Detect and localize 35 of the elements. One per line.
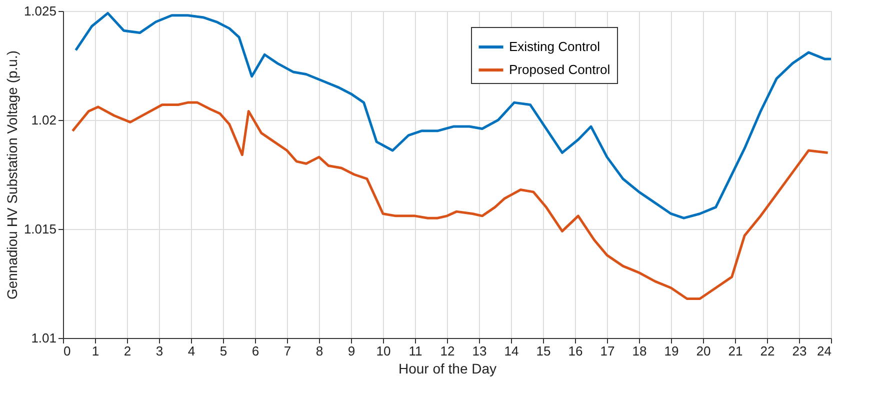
- y-tick-label: 1.02: [31, 112, 56, 128]
- x-tick-label: 21: [728, 344, 743, 358]
- x-tick-label: 2: [124, 344, 132, 358]
- y-tick-label: 1.01: [31, 330, 56, 346]
- x-tick-label: 8: [316, 344, 324, 358]
- x-tick-label: 14: [504, 344, 519, 358]
- x-axis-title: Hour of the Day: [398, 360, 497, 376]
- x-tick-label: 11: [408, 344, 422, 358]
- x-tick-label: 3: [156, 344, 164, 358]
- line-series: [71, 101, 830, 300]
- x-tick-label: 6: [252, 344, 260, 358]
- x-tick-label: 13: [472, 344, 487, 358]
- x-tick-label: 23: [792, 344, 807, 358]
- x-tick-label: 18: [632, 344, 647, 358]
- line-series: [74, 12, 831, 220]
- x-tick-label: 24: [817, 344, 832, 358]
- x-tick-label: 10: [376, 344, 391, 358]
- x-tick-label: 22: [760, 344, 775, 358]
- y-tick-label: 1.025: [24, 4, 56, 18]
- x-tick-label: 17: [600, 344, 615, 358]
- x-tick-label: 9: [348, 344, 356, 358]
- x-tick-label: 12: [440, 344, 455, 358]
- y-tick-label: 1.015: [24, 222, 56, 236]
- y-axis-title: Gennadiou HV Substation Voltage (p.u.): [4, 50, 20, 300]
- legend-label: Proposed Control: [509, 62, 610, 77]
- x-tick-label: 19: [664, 344, 679, 358]
- x-tick-label: 16: [568, 344, 583, 358]
- x-tick-label: 1: [92, 344, 100, 358]
- x-tick-label: 15: [536, 344, 551, 358]
- x-tick-label: 7: [284, 344, 292, 358]
- x-tick-label: 5: [220, 344, 228, 358]
- x-tick-label: 20: [696, 344, 711, 358]
- x-tick-label: 0: [64, 344, 71, 358]
- legend-label: Existing Control: [509, 39, 600, 54]
- x-tick-label: 4: [188, 344, 196, 358]
